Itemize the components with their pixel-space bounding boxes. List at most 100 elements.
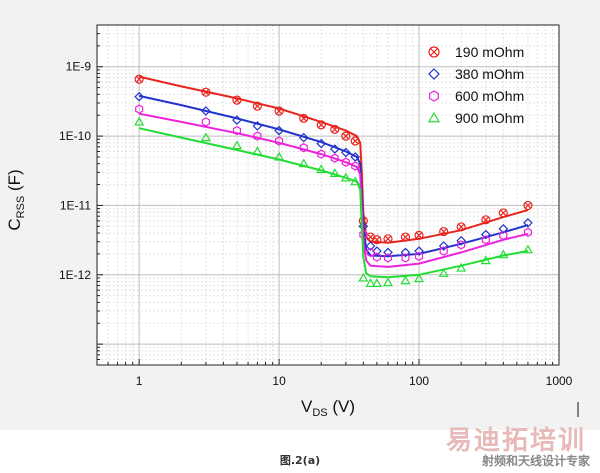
data-point	[330, 153, 339, 163]
data-point	[350, 176, 361, 186]
data-point	[316, 138, 327, 149]
x-axis-label-unit: (V)	[328, 397, 355, 416]
data-point-ring	[383, 234, 393, 244]
legend-marker	[428, 46, 440, 58]
data-point	[341, 147, 351, 158]
data-point	[201, 106, 211, 116]
data-point	[329, 144, 340, 154]
data-point	[350, 152, 361, 162]
y-tick-labels: 1E-12 1E-11 1E-10 1E-9	[59, 60, 91, 282]
data-point	[329, 168, 340, 177]
data-point-cross	[352, 137, 359, 145]
data-point	[252, 121, 263, 131]
data-point-cross	[135, 76, 143, 83]
legend-label: 190 mOhm	[455, 44, 524, 60]
data-point	[316, 164, 327, 174]
data-point	[457, 240, 466, 250]
data-point	[415, 251, 424, 261]
data-point	[316, 120, 326, 130]
data-point	[383, 247, 393, 258]
x-tick-labels: 1 10 100 1000	[136, 374, 573, 388]
data-point	[480, 255, 491, 265]
legend-marker	[428, 68, 440, 80]
data-point	[134, 116, 145, 126]
data-point	[253, 131, 262, 141]
data-point-ring	[134, 74, 144, 84]
data-point	[371, 278, 382, 288]
series-line	[138, 127, 529, 279]
y-tick-label: 1E-9	[66, 60, 92, 74]
data-point	[340, 172, 351, 182]
data-point-ring	[428, 46, 440, 58]
major-grid	[97, 25, 560, 365]
data-point	[134, 74, 144, 84]
data-point-cross	[317, 121, 325, 129]
series-line	[138, 75, 529, 244]
y-axis-label-sub: RSS	[15, 196, 27, 219]
data-point	[400, 247, 411, 258]
data-point-cross	[275, 107, 283, 115]
data-point-ring	[350, 136, 360, 146]
data-point	[231, 140, 242, 150]
legend-marker	[429, 90, 439, 102]
data-point	[438, 268, 449, 277]
watermark-logo-text: 易迪拓培训	[445, 426, 586, 456]
data-point	[372, 246, 382, 256]
y-tick-label: 1E-11	[60, 198, 91, 212]
data-point	[201, 117, 210, 127]
data-point	[522, 244, 533, 254]
data-point-cross	[331, 126, 339, 133]
data-point	[383, 234, 393, 244]
data-point	[232, 95, 242, 105]
data-point	[414, 230, 424, 240]
minor-grid	[96, 24, 559, 366]
data-point	[401, 253, 410, 263]
data-point-cross	[233, 96, 241, 104]
data-point	[350, 136, 360, 146]
chart-svg: 1 10 100 1000 1E-12 1E-11 1E-10 1E-9 190 mOhm 3…	[5, 24, 579, 419]
y-tick-label: 1E-10	[59, 129, 91, 143]
data-point	[232, 125, 241, 136]
data-point	[498, 223, 509, 234]
data-point	[498, 208, 508, 218]
x-tick-label: 1	[136, 374, 143, 388]
data-point	[275, 136, 284, 146]
plot-frame	[96, 24, 560, 366]
data-point	[298, 132, 309, 143]
data-point-ring	[274, 106, 284, 116]
data-point	[252, 101, 263, 111]
legend-label: 380 mOhm	[455, 66, 524, 82]
data-point	[274, 125, 284, 136]
data-point	[382, 277, 394, 287]
data-point-cross	[482, 216, 490, 224]
data-point-cross	[440, 228, 447, 235]
data-point-cross	[500, 209, 507, 217]
data-point-cross	[342, 132, 350, 140]
watermark-subtitle: 射频和天线设计专家	[481, 454, 590, 468]
data-point-ring	[201, 87, 211, 97]
data-point-ring	[414, 230, 424, 240]
y-tick-label: 1E-12	[59, 268, 91, 282]
data-point	[523, 227, 533, 237]
data-point	[252, 146, 263, 156]
data-point-ring	[456, 222, 466, 232]
data-point	[341, 157, 350, 167]
data-point	[201, 87, 211, 97]
data-point-cross	[430, 48, 438, 56]
data-point-cross	[402, 233, 409, 241]
y-axis-label: CRSS (F)	[5, 169, 27, 230]
x-axis-label-sub: DS	[312, 407, 327, 419]
data-point	[498, 249, 509, 259]
data-point-cross	[524, 202, 532, 209]
data-point	[414, 273, 425, 283]
data-point-ring	[341, 131, 351, 141]
data-point-cross	[457, 223, 465, 231]
legend-marker	[427, 111, 441, 123]
data-point	[499, 230, 508, 241]
data-point	[200, 132, 211, 142]
x-tick-label: 1000	[546, 374, 573, 388]
data-point-cross	[367, 233, 374, 241]
data-point-ring	[498, 208, 508, 218]
data-point	[523, 218, 533, 228]
data-point	[439, 246, 448, 256]
